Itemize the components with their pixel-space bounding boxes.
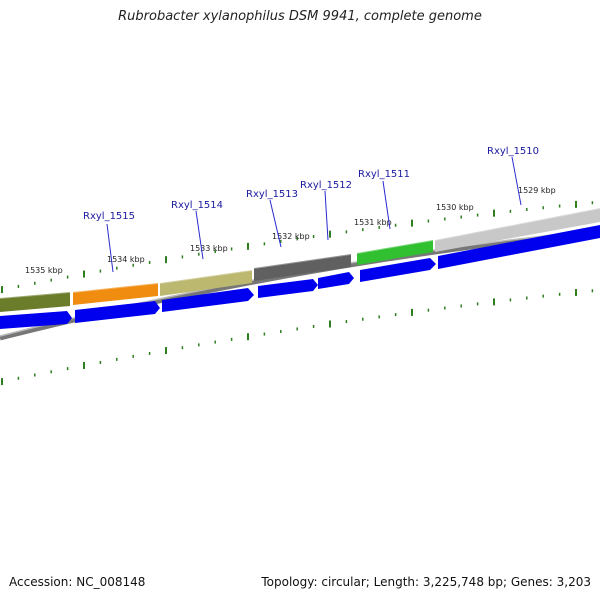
gene-label-leaders bbox=[106, 156, 522, 273]
gene-label[interactable]: Rxyl_1512 bbox=[300, 180, 352, 191]
cds-arrow bbox=[438, 225, 600, 269]
gene-label-leader bbox=[324, 190, 329, 241]
gene-label-leader bbox=[195, 210, 204, 260]
kbp-label: 1532 kbp bbox=[272, 232, 310, 241]
cds-arrow bbox=[258, 279, 318, 298]
gene-label-leader bbox=[269, 199, 282, 248]
gene-label[interactable]: Rxyl_1515 bbox=[83, 211, 135, 222]
feature-bar-rxyl-1511 bbox=[357, 240, 433, 265]
cds-arrow bbox=[162, 288, 254, 312]
gene-label[interactable]: Rxyl_1513 bbox=[246, 189, 298, 200]
kbp-label: 1530 kbp bbox=[436, 203, 474, 212]
feature-bar-rxyl-1516 bbox=[0, 292, 70, 312]
feature-bar-highlight bbox=[0, 207, 600, 299]
accession-text: Accession: NC_008148 bbox=[9, 575, 146, 589]
tick-track-lower bbox=[1, 289, 594, 386]
map-title: Rubrobacter xylanophilus DSM 9941, compl… bbox=[118, 9, 482, 24]
kbp-label: 1529 kbp bbox=[518, 186, 556, 195]
topology-text: Topology: circular; Length: 3,225,748 bp… bbox=[261, 575, 591, 589]
kbp-label: 1533 kbp bbox=[190, 244, 228, 253]
cds-arrow bbox=[318, 272, 354, 289]
feature-bar-group bbox=[0, 207, 600, 312]
feature-bar-rxyl-1513 bbox=[254, 254, 351, 281]
gene-label-leader bbox=[382, 180, 391, 230]
feature-bar-rxyl-1515 bbox=[73, 283, 158, 305]
cds-arrow bbox=[75, 301, 160, 323]
cds-arrow bbox=[360, 258, 436, 282]
feature-bar-rxyl-1510 bbox=[435, 208, 600, 252]
gene-label[interactable]: Rxyl_1514 bbox=[171, 200, 223, 211]
gene-label[interactable]: Rxyl_1510 bbox=[487, 146, 539, 157]
tick-track-upper bbox=[1, 200, 594, 294]
gene-label-leader bbox=[511, 156, 522, 206]
gene-label[interactable]: Rxyl_1511 bbox=[358, 169, 410, 180]
kbp-label: 1531 kbp bbox=[354, 218, 392, 227]
cds-arrow bbox=[0, 311, 72, 329]
feature-bar-rxyl-1514 bbox=[160, 270, 252, 296]
kbp-label: 1535 kbp bbox=[25, 266, 63, 275]
gene-label-leader bbox=[106, 223, 114, 273]
cds-arrow-group bbox=[0, 225, 600, 329]
kbp-label: 1534 kbp bbox=[107, 255, 145, 264]
